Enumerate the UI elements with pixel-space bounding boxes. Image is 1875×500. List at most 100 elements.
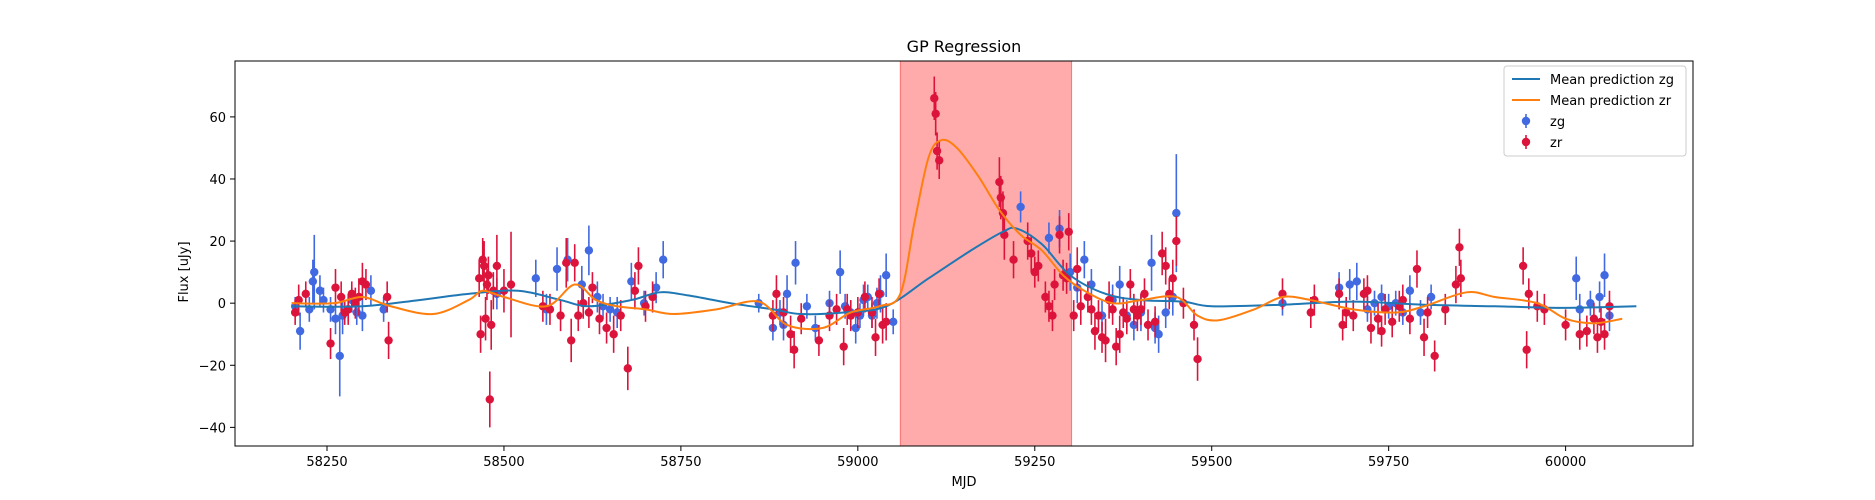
point-zg-23 [584, 246, 594, 255]
point-zr-99 [1115, 330, 1124, 339]
point-zr-40 [609, 330, 618, 339]
point-zr-25 [492, 261, 502, 271]
point-zr-138 [1441, 305, 1450, 314]
point-zg-87 [1586, 298, 1595, 308]
point-zg-85 [1572, 274, 1581, 283]
point-zg-82 [1405, 286, 1415, 295]
point-zr-128 [1377, 326, 1386, 336]
point-zr-36 [584, 308, 594, 317]
point-zr-125 [1363, 286, 1372, 295]
point-zr-83 [1055, 230, 1064, 240]
y-tick-label: 0 [218, 297, 226, 312]
x-tick-label: 59250 [1014, 455, 1055, 470]
point-zr-106 [1140, 289, 1149, 299]
legend-label: Mean prediction zr [1550, 94, 1672, 109]
point-zr-20 [482, 280, 492, 289]
point-zg-62 [1115, 280, 1124, 289]
point-zg-31 [658, 255, 668, 264]
point-zr-151 [1593, 333, 1602, 342]
point-zg-18 [531, 274, 541, 283]
point-zg-14 [358, 311, 367, 320]
point-zr-41 [616, 311, 625, 320]
point-zr-115 [1189, 320, 1199, 330]
point-zg-38 [802, 302, 812, 311]
legend-marker-swatch [1521, 137, 1531, 147]
point-zg-51 [881, 271, 891, 280]
point-zr-42 [623, 364, 633, 373]
point-zg-1 [295, 326, 305, 336]
point-zr-142 [1518, 261, 1528, 271]
point-zr-110 [1161, 261, 1170, 271]
point-zg-41 [835, 267, 845, 277]
point-zr-80 [1044, 302, 1054, 311]
point-zr-153 [1600, 330, 1609, 339]
point-zr-31 [562, 258, 571, 268]
legend-label: zg [1550, 115, 1565, 130]
highlight-band [899, 61, 1073, 446]
point-zr-29 [545, 305, 555, 314]
point-zg-75 [1352, 277, 1362, 286]
legend-entry-zg: zg [1521, 114, 1565, 130]
prediction-line-zg [291, 226, 1637, 316]
point-zr-88 [1073, 264, 1082, 274]
point-zg-86 [1575, 305, 1584, 314]
point-zg-28 [627, 277, 636, 286]
point-zg-68 [1154, 330, 1163, 339]
point-zg-3 [308, 277, 318, 286]
point-zr-53 [814, 336, 824, 345]
point-zr-97 [1108, 305, 1117, 314]
point-zr-51 [789, 345, 799, 354]
x-tick-label: 59750 [1368, 455, 1409, 470]
x-tick-label: 58500 [483, 455, 524, 470]
point-zr-32 [566, 336, 576, 345]
point-zr-126 [1366, 323, 1376, 333]
point-zr-98 [1111, 342, 1121, 351]
y-tick-label: 40 [209, 173, 226, 188]
point-zr-79 [1041, 292, 1050, 302]
point-zr-62 [871, 333, 880, 342]
point-zr-66 [930, 94, 939, 103]
y-tick-label: −40 [199, 421, 226, 436]
point-zr-22 [485, 395, 494, 404]
y-tick-label: −20 [199, 359, 226, 374]
point-zr-44 [634, 261, 643, 271]
point-zr-27 [506, 280, 516, 289]
legend-entry-mean-zg: Mean prediction zg [1512, 73, 1674, 88]
point-zr-93 [1094, 311, 1103, 320]
point-zr-122 [1341, 308, 1351, 317]
point-zr-77 [1030, 267, 1039, 277]
legend: Mean prediction zg Mean prediction zr zg zr [1503, 65, 1687, 157]
point-zr-108 [1150, 317, 1160, 327]
point-zg-58 [1080, 255, 1089, 264]
point-zr-100 [1119, 308, 1128, 317]
point-zr-18 [479, 261, 489, 271]
point-zr-141 [1456, 274, 1466, 283]
point-zr-120 [1334, 289, 1344, 299]
point-zg-69 [1161, 308, 1170, 317]
point-zr-118 [1306, 308, 1316, 317]
point-zr-92 [1090, 326, 1100, 336]
point-zr-0 [290, 308, 300, 317]
point-zr-8 [347, 289, 356, 299]
point-zr-139 [1451, 280, 1461, 289]
point-zr-21 [484, 271, 493, 280]
point-zr-102 [1126, 280, 1135, 289]
point-zr-2 [301, 289, 310, 299]
plot-content [290, 61, 1637, 446]
point-zg-89 [1600, 271, 1609, 280]
axes-frame [234, 60, 1694, 447]
point-zg-15 [366, 286, 376, 295]
point-zr-16 [476, 330, 485, 339]
point-zr-43 [630, 286, 640, 295]
point-zr-69 [935, 156, 944, 165]
point-zr-68 [932, 146, 942, 156]
point-zr-123 [1349, 311, 1358, 320]
point-zr-14 [384, 336, 393, 345]
prediction-line-zr [291, 138, 1623, 331]
x-tick-label: 58750 [660, 455, 701, 470]
point-zg-30 [651, 283, 661, 292]
point-zr-37 [588, 283, 597, 292]
point-zg-88 [1595, 292, 1604, 302]
point-zr-140 [1455, 243, 1464, 252]
point-zr-71 [996, 193, 1006, 202]
